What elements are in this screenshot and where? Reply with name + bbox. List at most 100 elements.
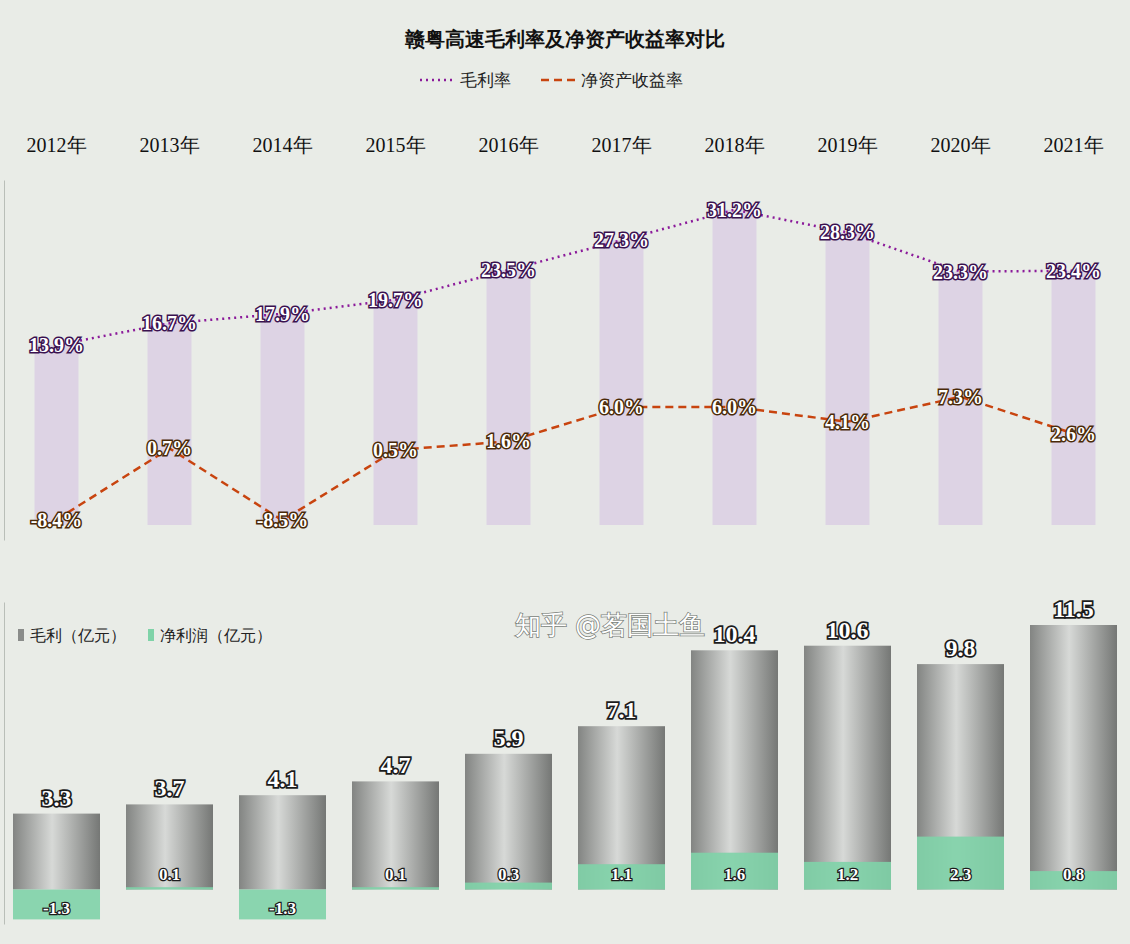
y-axis-line [4,603,5,925]
bar [691,853,778,890]
bar [578,864,665,889]
bar [239,890,326,920]
value-strip [600,240,644,525]
x-tick-label: 2015年 [366,134,426,156]
value-strip [487,270,531,525]
value-strip [826,232,870,525]
series-line [57,210,1074,345]
x-tick: 2013年 [140,134,200,156]
x-tick: 2019年 [818,134,878,156]
x-tick-label: 2021年 [1044,134,1104,156]
data-label: -8.5% [257,509,309,531]
x-tick-label: 2014年 [253,134,313,156]
bar [13,890,100,920]
data-label: 10.4 [714,621,756,647]
x-tick-label: 2020年 [931,134,991,156]
value-strip [261,314,305,525]
data-label: 1.2 [837,865,858,884]
legend-swatch [420,79,454,82]
value-strip [939,272,983,525]
x-tick: 2020年 [931,134,991,156]
series-line [57,397,1074,521]
data-label: 23.5% [481,259,536,281]
x-tick-label: 2012年 [27,134,87,156]
data-label: 6.0% [712,396,757,418]
legend-swatch [148,629,154,641]
data-label: 4.1% [825,411,870,433]
data-label: 6.0% [599,396,644,418]
bar [239,795,326,889]
data-label: 13.9% [29,334,84,356]
data-label: 2.3 [950,865,971,884]
data-label: 7.3% [938,386,983,408]
y-axis [4,181,5,541]
x-tick-label: 2017年 [592,134,652,156]
bar [465,754,552,890]
data-label: 1.1 [611,865,632,884]
legend-item: 毛利（亿元） [18,626,126,645]
data-label: 23.4% [1046,260,1101,282]
data-label: 16.7% [142,312,197,334]
x-tick-label: 2018年 [705,134,765,156]
plot-area [13,625,1117,919]
legend-item: 净利润（亿元） [148,626,272,645]
legend-swatch [18,629,24,641]
x-tick-label: 2013年 [140,134,200,156]
annotation: 知乎 @茗国土鱼 [515,610,705,640]
data-label: -8.4% [31,509,83,531]
chart-root: 赣粤高速毛利率及净资产收益率对比毛利率 净资产收益率 2012年 2013年 2014年… [0,0,1130,944]
legend: 毛利（亿元） 净利润（亿元） [18,626,272,645]
data-label: 23.3% [933,261,988,283]
x-tick: 2016年 [479,134,539,156]
plot-area [57,210,1074,521]
x-tick: 2017年 [592,134,652,156]
bar [352,887,439,889]
x-tick-label: 2016年 [479,134,539,156]
y-axis [4,603,5,925]
x-tick: 2021年 [1044,134,1104,156]
bar [13,814,100,890]
legend-swatch [541,79,575,82]
data-label: 19.7% [368,289,423,311]
value-strip [1052,271,1096,525]
data-label: 27.3% [594,229,649,251]
legend-label: 净利润（亿元） [160,626,272,645]
bar [352,781,439,889]
bar [804,646,891,890]
legend-label: 毛利率 [460,71,511,90]
data-label: 0.1 [385,865,406,884]
bar [691,650,778,889]
data-label: 0.5% [373,439,418,461]
value-strip [148,323,192,525]
bar [578,726,665,889]
data-label: 11.5 [1053,596,1094,622]
bar [126,804,213,889]
bar [917,837,1004,890]
data-label: 5.9 [494,725,524,751]
value-strip [35,345,79,525]
legend-item: 净资产收益率 [541,71,683,90]
data-label: 4.7 [381,752,411,778]
data-label: 0.7% [147,437,192,459]
x-tick: 2015年 [366,134,426,156]
bar [917,664,1004,889]
value-strip [374,300,418,525]
data-label: 0.8 [1063,865,1084,884]
data-label: 9.8 [946,635,976,661]
y-axis-line [4,181,5,541]
strips [35,210,1096,525]
x-axis: 2012年 2013年 2014年 2015年 2016年 2017年 2018年 2019年… [27,134,1104,156]
data-label: 4.1 [268,766,298,792]
data-label: 10.6 [827,617,869,643]
legend-label: 净资产收益率 [581,71,683,90]
data-label: 3.7 [155,775,185,801]
data-label: 7.1 [607,697,637,723]
value-strip [713,210,757,525]
data-label: 1.6% [486,430,531,452]
data-label: 1.6 [724,865,745,884]
bar [804,862,891,890]
x-tick: 2012年 [27,134,87,156]
data-label: -1.3 [269,899,296,918]
legend-label: 毛利（亿元） [30,626,126,645]
chart-title: 赣粤高速毛利率及净资产收益率对比 [404,28,725,50]
